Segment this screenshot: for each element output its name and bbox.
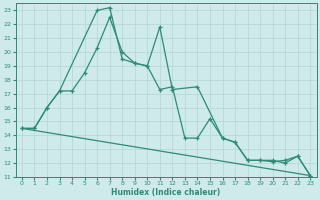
- X-axis label: Humidex (Indice chaleur): Humidex (Indice chaleur): [111, 188, 221, 197]
